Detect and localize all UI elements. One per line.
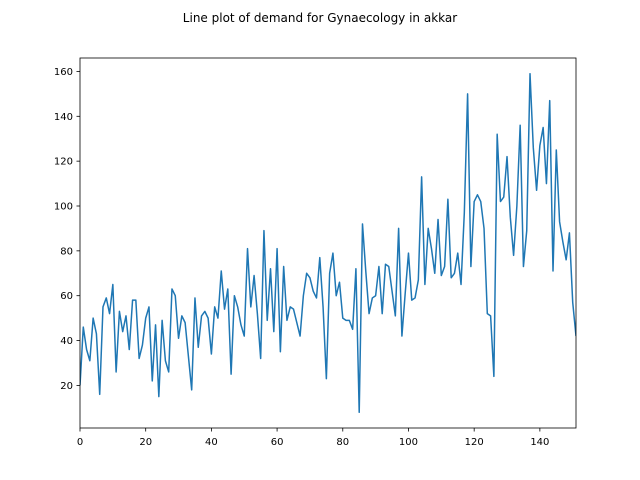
- x-tick-label: 120: [465, 437, 484, 448]
- axes-frame: [79, 57, 577, 429]
- y-tick-label: 160: [54, 67, 73, 78]
- x-tick-label: 60: [271, 437, 284, 448]
- x-tick-label: 0: [77, 437, 83, 448]
- y-tick-label: 120: [54, 157, 73, 168]
- x-tick-label: 140: [530, 437, 549, 448]
- x-tick-label: 40: [205, 437, 218, 448]
- series-line-0: [80, 72, 576, 414]
- y-tick-label: 100: [54, 202, 73, 213]
- x-tick-label: 20: [139, 437, 152, 448]
- chart-title: Line plot of demand for Gynaecology in a…: [183, 11, 457, 25]
- x-tick-label: 100: [399, 437, 418, 448]
- y-tick-label: 80: [60, 246, 73, 257]
- y-tick-label: 140: [54, 112, 73, 123]
- y-tick-label: 40: [60, 336, 73, 347]
- y-tick-label: 20: [60, 381, 73, 392]
- plot-area: 0 20 40 60 80 100 120 140 20 40 60 80 100 120 140 160: [54, 57, 577, 448]
- x-tick-label: 80: [336, 437, 349, 448]
- y-tick-label: 60: [60, 291, 73, 302]
